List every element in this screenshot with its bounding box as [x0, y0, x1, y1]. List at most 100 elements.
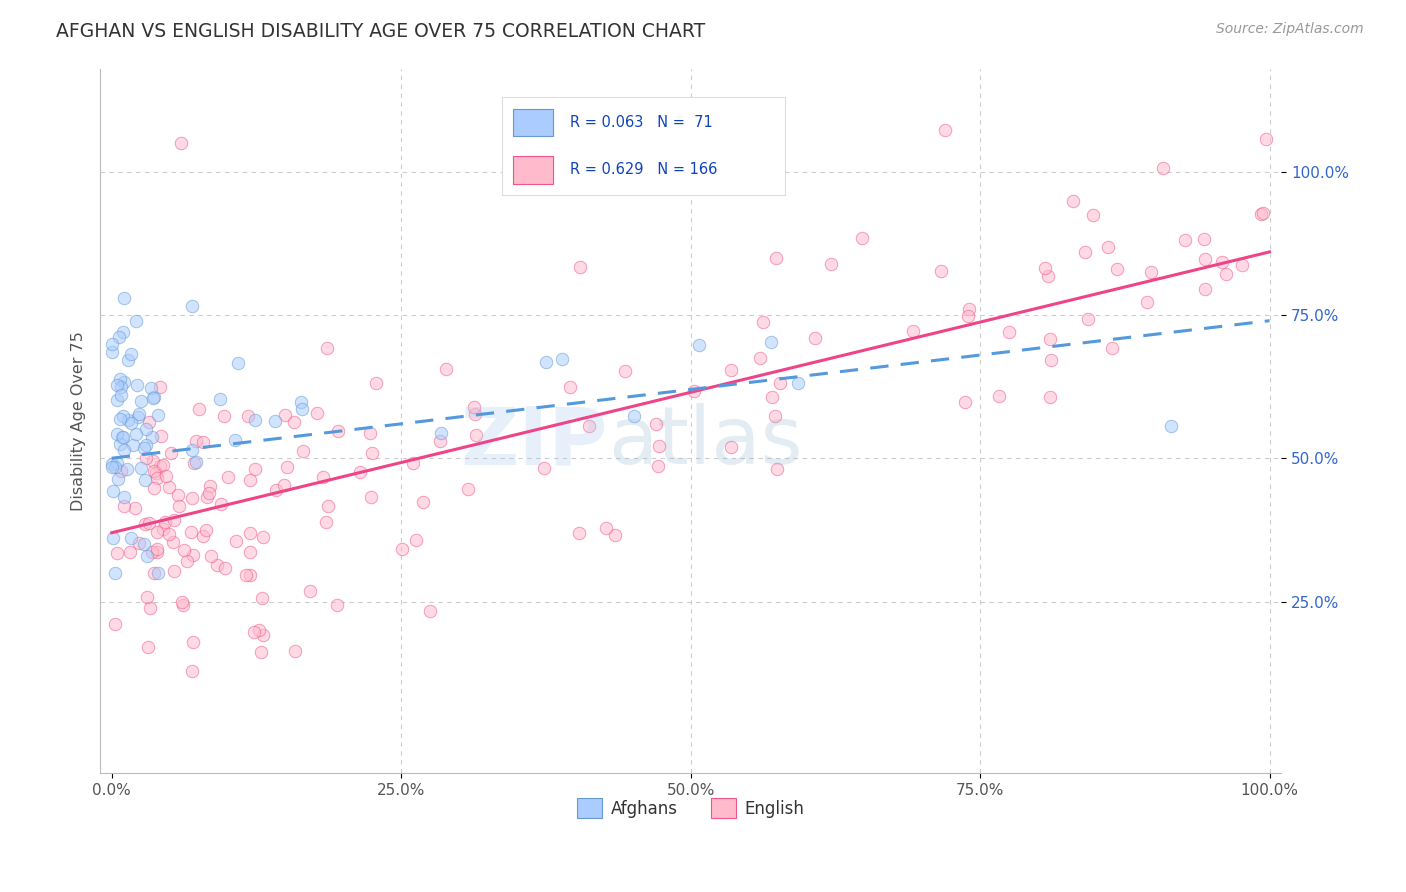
- Point: [316, 499, 339, 513]
- Point: [326, 424, 349, 438]
- Point: [142, 481, 165, 495]
- Point: [110, 388, 132, 402]
- Point: [153, 515, 176, 529]
- Point: [239, 526, 262, 541]
- Point: [146, 409, 169, 423]
- Point: [104, 617, 127, 632]
- Point: [1174, 233, 1197, 247]
- Point: [224, 433, 246, 447]
- Point: [238, 409, 260, 423]
- Point: [955, 395, 977, 409]
- Point: [180, 491, 202, 506]
- Point: [595, 520, 617, 534]
- Point: [181, 443, 204, 458]
- Point: [112, 429, 135, 443]
- Point: [108, 330, 131, 344]
- Point: [1160, 418, 1182, 433]
- Point: [118, 545, 141, 559]
- Point: [401, 456, 423, 470]
- Point: [273, 478, 295, 492]
- Point: [748, 351, 770, 365]
- Point: [434, 362, 457, 376]
- Point: [149, 459, 172, 474]
- Point: [142, 392, 165, 406]
- Point: [804, 331, 827, 345]
- Point: [212, 409, 235, 424]
- Point: [761, 390, 783, 404]
- Point: [128, 535, 150, 549]
- Point: [647, 459, 669, 474]
- Point: [315, 341, 337, 355]
- Point: [152, 522, 174, 536]
- Point: [170, 595, 193, 609]
- Point: [217, 469, 239, 483]
- Point: [136, 640, 159, 654]
- Point: [120, 532, 142, 546]
- Point: [1107, 262, 1129, 277]
- Point: [198, 479, 221, 493]
- Point: [291, 444, 314, 458]
- Point: [167, 488, 190, 502]
- Point: [682, 384, 704, 398]
- Point: [644, 417, 666, 431]
- Point: [239, 473, 262, 487]
- Point: [264, 483, 287, 497]
- Point: [127, 378, 149, 392]
- Point: [110, 411, 132, 425]
- Point: [558, 379, 581, 393]
- Point: [160, 446, 183, 460]
- Point: [120, 416, 142, 430]
- Point: [142, 454, 165, 468]
- Point: [1077, 312, 1099, 326]
- Point: [141, 544, 163, 558]
- Point: [112, 325, 135, 339]
- Point: [120, 347, 142, 361]
- Text: Source: ZipAtlas.com: Source: ZipAtlas.com: [1216, 22, 1364, 37]
- Point: [315, 516, 337, 530]
- Point: [263, 414, 285, 428]
- Point: [139, 381, 162, 395]
- Point: [405, 533, 427, 547]
- Point: [112, 291, 135, 305]
- Point: [1194, 252, 1216, 266]
- Point: [111, 430, 134, 444]
- Point: [578, 419, 600, 434]
- Point: [107, 472, 129, 486]
- Point: [1215, 267, 1237, 281]
- Point: [101, 336, 124, 351]
- Point: [117, 353, 139, 368]
- Point: [145, 466, 167, 480]
- Point: [613, 364, 636, 378]
- Point: [605, 528, 627, 542]
- Point: [132, 537, 155, 551]
- Point: [235, 568, 257, 582]
- Point: [412, 495, 434, 509]
- Point: [180, 664, 202, 678]
- Point: [110, 372, 132, 386]
- Point: [110, 464, 132, 478]
- Point: [214, 561, 236, 575]
- Point: [648, 439, 671, 453]
- Point: [1039, 390, 1062, 404]
- Point: [929, 264, 952, 278]
- Point: [349, 465, 371, 479]
- Point: [107, 456, 129, 470]
- Point: [194, 523, 217, 537]
- Point: [430, 426, 453, 441]
- Point: [139, 600, 162, 615]
- Point: [534, 355, 557, 369]
- Point: [104, 460, 127, 475]
- Point: [765, 251, 787, 265]
- Point: [1194, 282, 1216, 296]
- Point: [163, 513, 186, 527]
- Point: [298, 584, 321, 599]
- Point: [146, 545, 169, 559]
- Point: [146, 470, 169, 484]
- Point: [1250, 206, 1272, 220]
- Point: [623, 409, 645, 424]
- Point: [107, 393, 129, 408]
- Point: [243, 624, 266, 639]
- Point: [180, 525, 202, 540]
- Point: [766, 462, 789, 476]
- Point: [157, 527, 180, 541]
